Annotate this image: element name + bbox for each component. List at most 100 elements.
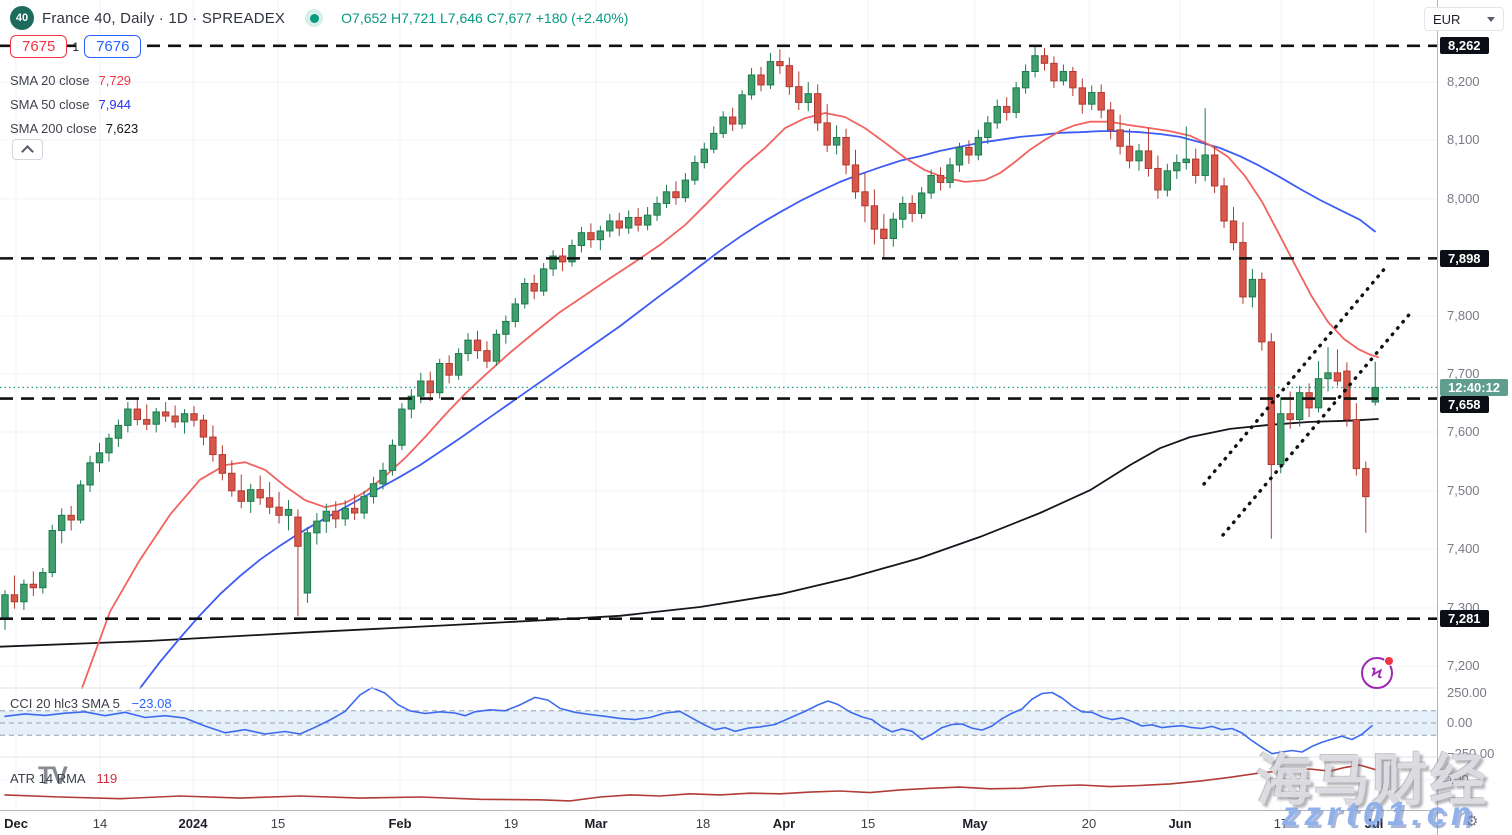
candle-body	[927, 174, 935, 194]
candle-body	[341, 507, 349, 520]
legend-row-sma20[interactable]: SMA 20 close 7,729	[10, 68, 138, 92]
legend-row-sma200[interactable]: SMA 200 close 7,623	[10, 116, 138, 140]
candle-body	[955, 146, 964, 166]
candle-body	[672, 191, 680, 199]
candle-body	[502, 320, 510, 335]
candle-body	[1078, 87, 1086, 105]
sma200-label: SMA 200 close	[10, 120, 97, 136]
candle-body	[360, 496, 368, 514]
sma20-value: 7,729	[98, 72, 132, 88]
candle-body	[76, 484, 85, 521]
candle-body	[1050, 62, 1058, 82]
candle-body	[889, 218, 897, 240]
candle-body	[190, 413, 198, 421]
candle-body	[795, 86, 803, 103]
candle-body	[483, 350, 491, 362]
candle-body	[303, 532, 312, 594]
candle-body	[228, 472, 236, 492]
candle-body	[313, 520, 321, 534]
candle-body	[114, 424, 123, 439]
symbol-title[interactable]: France 40, Daily · 1D · SPREADEX	[42, 9, 286, 27]
candle-body	[719, 116, 727, 134]
candle-body	[1069, 70, 1077, 89]
cci-band	[0, 710, 1437, 736]
candle-body	[247, 489, 255, 502]
candle-body	[625, 216, 633, 229]
cci-value: −23.08	[131, 696, 172, 711]
price-tick: 8,000	[1447, 190, 1480, 206]
candle-body	[464, 339, 472, 355]
price-tick: 7,200	[1447, 658, 1480, 673]
time-tick: May	[962, 816, 988, 831]
gear-icon[interactable]: ⚙	[1465, 813, 1479, 830]
candle-body	[681, 179, 690, 199]
currency-dropdown[interactable]: EUR	[1424, 7, 1504, 31]
spread-value: 1	[72, 39, 80, 54]
symbol-logo-icon: 40	[10, 6, 34, 30]
candle-body	[1220, 185, 1228, 222]
candle-body	[265, 497, 274, 508]
candle-body	[615, 220, 623, 229]
sma20-label: SMA 20 close	[10, 72, 90, 88]
buy-price-button[interactable]: 7676	[84, 35, 142, 58]
cci-line	[4, 686, 1373, 755]
candle-body	[1248, 278, 1257, 298]
trend-channel-line[interactable]	[1202, 265, 1388, 486]
atr-tick: 100	[1447, 772, 1469, 787]
cci-legend-row[interactable]: CCI 20 hlc3 SMA 5 −23.08	[10, 696, 172, 711]
price-level-badge: 8,262	[1440, 37, 1489, 55]
candle-body	[965, 146, 973, 156]
candle-body	[558, 255, 567, 263]
legend-row-sma50[interactable]: SMA 50 close 7,944	[10, 92, 138, 116]
candle-body	[1210, 154, 1219, 187]
candle-body	[530, 282, 538, 292]
candle-body	[823, 122, 831, 146]
time-tick: 15	[860, 816, 876, 831]
candle-body	[1088, 92, 1096, 105]
candle-body	[908, 202, 916, 214]
time-axis[interactable]: Dec 14 2024 15 Feb 19 Mar 18 Apr 15 May 20 Jun 17 Jul	[0, 810, 1512, 835]
candle-body	[1305, 392, 1313, 409]
price-tick: 7,800	[1447, 307, 1480, 323]
collapse-legend-button[interactable]	[12, 139, 43, 160]
candle-body	[691, 162, 699, 181]
price-axis[interactable]: 8,200 8,100 8,000 7,800 7,700 7,600 7,500 7,400…	[1437, 0, 1512, 835]
quote-widget: 7675 1 7676	[10, 35, 142, 58]
candle-body	[180, 413, 189, 423]
time-tick: 17	[1273, 816, 1289, 831]
candle-body	[256, 489, 264, 499]
notification-dot-icon	[1384, 656, 1394, 666]
candle-body	[407, 395, 416, 410]
candle-body	[454, 353, 463, 376]
time-tick: 20	[1081, 816, 1097, 831]
price-tick: 8,100	[1447, 132, 1480, 148]
market-status-icon[interactable]	[305, 9, 324, 27]
candle-body	[1371, 386, 1379, 403]
price-level-badge: 7,898	[1440, 249, 1489, 267]
event-lightning-icon[interactable]: Ϟ	[1361, 656, 1394, 689]
atr-legend-row[interactable]: ATR 14 RMA 119	[10, 771, 117, 786]
candle-body	[974, 136, 983, 156]
sma50-label: SMA 50 close	[10, 96, 90, 112]
watermark-site: zzrt01.cn	[1282, 795, 1478, 832]
sell-price-button[interactable]: 7675	[10, 35, 68, 58]
candle-body	[700, 148, 708, 164]
candle-body	[993, 106, 1001, 124]
cci-tick: −250.00	[1447, 745, 1495, 761]
candle-body	[199, 419, 208, 438]
candle-body	[606, 220, 614, 232]
candle-body	[133, 408, 142, 421]
ohlc-readout: O7,652 H7,721 L7,646 C7,677 +180 (+2.40%…	[341, 10, 629, 26]
atr-label: ATR 14 RMA	[10, 771, 85, 786]
countdown-badge: 12:40:12	[1440, 378, 1509, 396]
sma200-value: 7,623	[105, 120, 139, 136]
trend-channel-line[interactable]	[1221, 308, 1415, 537]
candle-body	[124, 408, 132, 426]
candle-body	[67, 514, 75, 521]
candle-body	[39, 572, 47, 589]
cci-tick: 250.00	[1447, 684, 1487, 700]
atr-value: 119	[96, 771, 118, 786]
candle-body	[936, 174, 945, 183]
